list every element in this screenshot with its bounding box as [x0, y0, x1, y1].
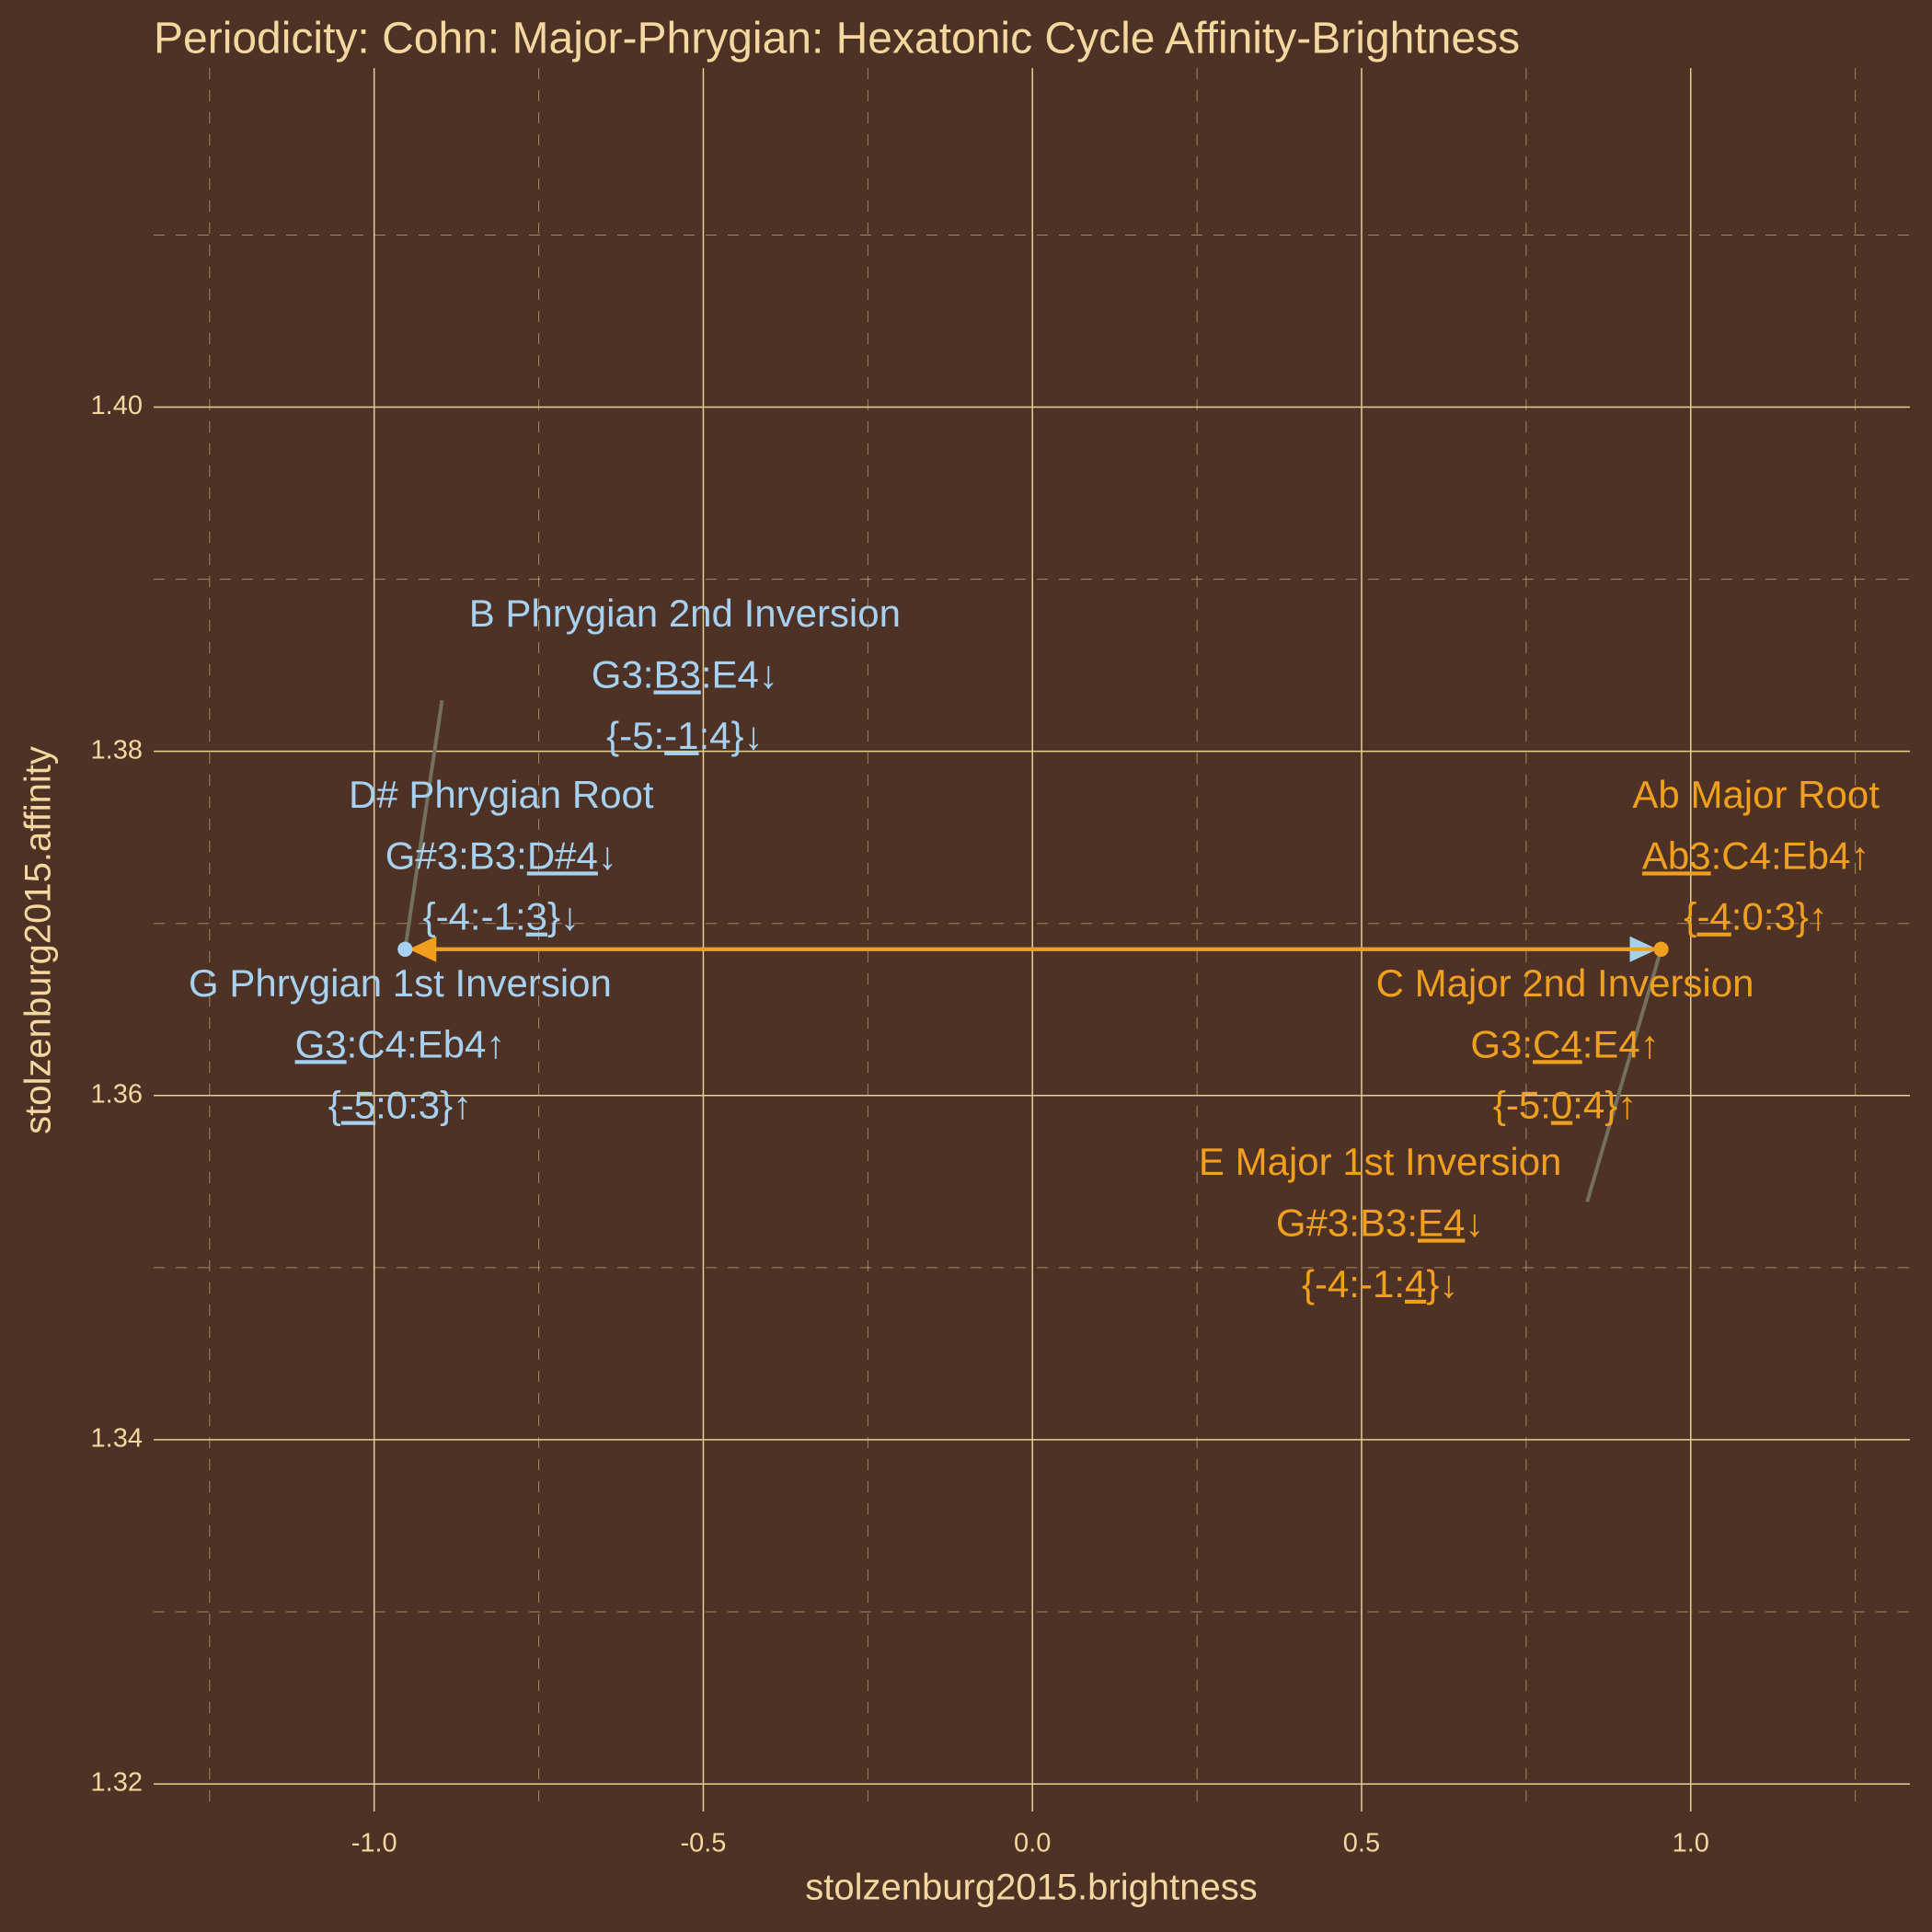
- point-label: G Phrygian 1st Inversion: [189, 961, 612, 1005]
- point-label: {-5:-1:4}↓: [606, 714, 763, 757]
- label-segment: 0: [1551, 1084, 1572, 1127]
- label-segment: :C4:Eb4↑: [1711, 834, 1870, 877]
- label-segment: D#4: [527, 834, 598, 877]
- point-label: E Major 1st Inversion: [1199, 1140, 1562, 1183]
- label-segment: G3:: [592, 653, 654, 696]
- label-segment: }↓: [547, 895, 580, 938]
- label-segment: B Phrygian 2nd Inversion: [469, 592, 901, 635]
- point-label: {-4:-1:4}↓: [1302, 1262, 1458, 1305]
- label-segment: G#3:B3:: [1276, 1202, 1418, 1245]
- y-tick-label: 1.40: [91, 391, 143, 420]
- label-segment: 3: [526, 895, 547, 938]
- label-segment: -5: [341, 1084, 375, 1127]
- point: [397, 941, 413, 957]
- x-tick-label: -0.5: [680, 1829, 726, 1858]
- point-label: {-4:-1:3}↓: [423, 895, 580, 938]
- x-tick-label: 0.5: [1343, 1829, 1380, 1858]
- label-segment: {-4:-1:: [423, 895, 526, 938]
- point-label: Ab3:C4:Eb4↑: [1642, 834, 1870, 877]
- x-tick-label: 1.0: [1673, 1829, 1709, 1858]
- label-segment: :E4↑: [1582, 1022, 1660, 1065]
- y-tick-label: 1.34: [91, 1424, 143, 1454]
- point-label: G#3:B3:E4↓: [1276, 1202, 1484, 1245]
- label-segment: 4: [1405, 1262, 1426, 1305]
- chart-title: Periodicity: Cohn: Major-Phrygian: Hexat…: [154, 15, 1520, 63]
- point-label: G#3:B3:D#4↓: [385, 834, 617, 877]
- label-segment: G#3:B3:: [385, 834, 527, 877]
- label-segment: E4: [1418, 1202, 1465, 1245]
- label-segment: Ab3: [1642, 834, 1711, 877]
- label-segment: C4: [1533, 1022, 1582, 1065]
- label-segment: Ab Major Root: [1632, 773, 1880, 816]
- y-tick-label: 1.32: [91, 1768, 143, 1798]
- label-segment: :4}↑: [1572, 1084, 1637, 1127]
- y-axis-label: stolzenburg2015.affinity: [18, 746, 59, 1134]
- label-segment: G3: [295, 1022, 347, 1065]
- x-tick-label: -1.0: [351, 1829, 397, 1858]
- point-label: {-5:0:3}↑: [328, 1084, 472, 1127]
- label-segment: ↓: [1465, 1202, 1484, 1245]
- point-label: D# Phrygian Root: [349, 773, 654, 816]
- label-segment: :C4:Eb4↑: [347, 1022, 506, 1065]
- label-segment: G3:: [1470, 1022, 1533, 1065]
- label-segment: E Major 1st Inversion: [1199, 1140, 1562, 1183]
- label-segment: {-5:: [606, 714, 664, 757]
- point-label: G3:C4:E4↑: [1470, 1022, 1659, 1065]
- x-axis-label: stolzenburg2015.brightness: [805, 1868, 1257, 1908]
- label-segment: :0:3}↑: [375, 1084, 472, 1127]
- point-label: C Major 2nd Inversion: [1376, 961, 1754, 1005]
- label-segment: {: [328, 1084, 341, 1127]
- point: [1653, 941, 1669, 957]
- point-label: Ab Major Root: [1632, 773, 1880, 816]
- label-segment: {-5:: [1493, 1084, 1551, 1127]
- point-label: G3:B3:E4↓: [592, 653, 778, 696]
- label-connector: [403, 699, 444, 950]
- label-segment: B3: [653, 653, 700, 696]
- label-segment: :0:3}↑: [1731, 895, 1828, 938]
- label-segment: {-4:-1:: [1302, 1262, 1405, 1305]
- x-tick-label: 0.0: [1014, 1829, 1051, 1858]
- label-connector: [1585, 949, 1663, 1202]
- y-tick-label: 1.36: [91, 1079, 143, 1109]
- label-segment: :4}↓: [699, 714, 764, 757]
- label-segment: }↓: [1426, 1262, 1458, 1305]
- label-segment: ↓: [598, 834, 617, 877]
- label-segment: -4: [1696, 895, 1731, 938]
- arrow-head: [408, 936, 437, 962]
- label-segment: {: [1684, 895, 1696, 938]
- point-label: {-4:0:3}↑: [1684, 895, 1827, 938]
- label-segment: C Major 2nd Inversion: [1376, 961, 1754, 1005]
- label-segment: -1: [664, 714, 698, 757]
- point-label: B Phrygian 2nd Inversion: [469, 592, 901, 635]
- y-tick-label: 1.38: [91, 735, 143, 765]
- label-segment: :E4↓: [701, 653, 778, 696]
- point-label: G3:C4:Eb4↑: [295, 1022, 506, 1065]
- label-segment: G Phrygian 1st Inversion: [189, 961, 612, 1005]
- point-label: {-5:0:4}↑: [1493, 1084, 1637, 1127]
- label-segment: D# Phrygian Root: [349, 773, 654, 816]
